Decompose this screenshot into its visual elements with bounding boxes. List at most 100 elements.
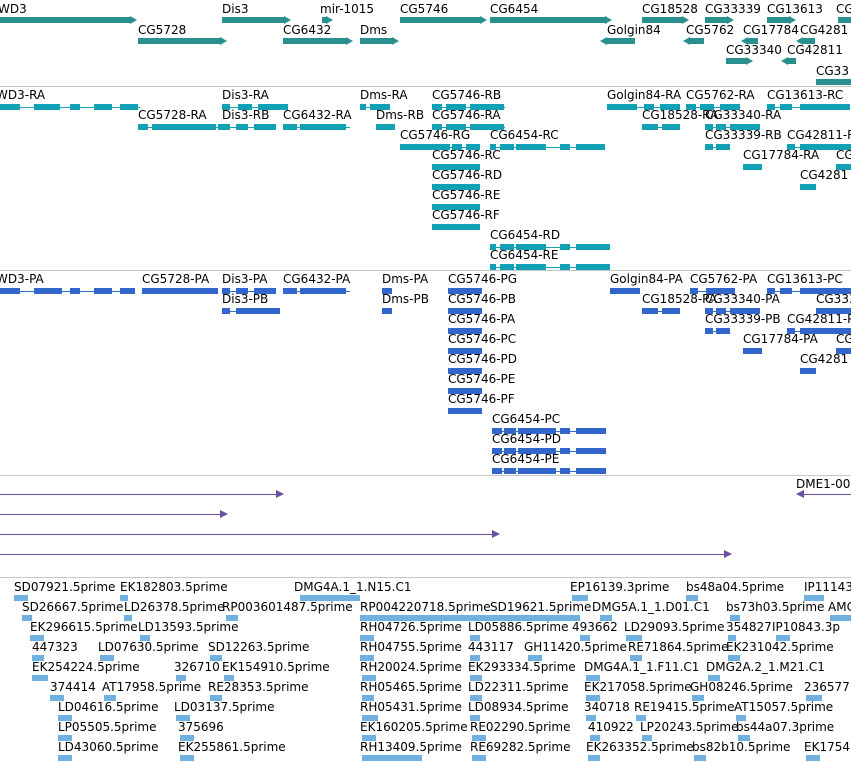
transcript-exon[interactable] <box>730 124 760 130</box>
gene-arrow-icon[interactable] <box>284 16 291 24</box>
est-label[interactable]: LD03137.5prime <box>174 700 275 714</box>
transcript-exon[interactable] <box>400 144 450 150</box>
protein-exon[interactable] <box>560 428 570 434</box>
gene-arrow-icon[interactable] <box>326 16 333 24</box>
est-label[interactable]: LD26378.5prime <box>124 600 225 614</box>
est-label[interactable]: EK217058.5prime <box>584 680 692 694</box>
protein-exon[interactable] <box>787 328 795 334</box>
protein-label[interactable]: CG33339-PB <box>705 312 781 326</box>
est-feature[interactable] <box>362 755 422 761</box>
gene-arrow-icon[interactable] <box>130 16 137 24</box>
est-label[interactable]: 375696 <box>178 720 224 734</box>
gene-bar[interactable] <box>642 17 682 23</box>
gene-arrow-icon[interactable] <box>796 37 803 45</box>
gene-arrow-icon[interactable] <box>683 37 690 45</box>
protein-exon[interactable] <box>767 288 775 294</box>
est-label[interactable]: AT17958.5prime <box>102 680 201 694</box>
protein-exon[interactable] <box>705 328 713 334</box>
protein-exon[interactable] <box>492 448 502 454</box>
gene-arrow-icon[interactable] <box>220 37 227 45</box>
transcript-exon[interactable] <box>490 244 496 250</box>
protein-exon[interactable] <box>504 468 516 474</box>
transcript-exon[interactable] <box>236 124 248 130</box>
protein-exon[interactable] <box>836 348 851 354</box>
est-feature[interactable] <box>210 695 222 701</box>
gene-bar[interactable] <box>767 17 789 23</box>
est-label[interactable]: RP004220718.5prime <box>360 600 491 614</box>
protein-label[interactable]: WD3-PA <box>0 272 44 286</box>
est-label[interactable]: 443117 <box>468 640 514 654</box>
est-label[interactable]: EK296615.5prime <box>30 620 138 634</box>
protein-exon[interactable] <box>690 288 698 294</box>
est-feature[interactable] <box>176 715 190 721</box>
transcript-exon[interactable] <box>576 144 605 150</box>
est-label[interactable]: SD07921.5prime <box>14 580 115 594</box>
transcript-exon[interactable] <box>644 104 654 110</box>
protein-label[interactable]: CG42811-P <box>787 312 851 326</box>
est-label[interactable]: EK1754 <box>804 740 850 754</box>
protein-label[interactable]: CG6454-PC <box>492 412 560 426</box>
est-feature[interactable] <box>600 615 612 621</box>
protein-exon[interactable] <box>448 368 482 374</box>
transcript-exon[interactable] <box>446 104 466 110</box>
transcript-label[interactable]: CG6454-RD <box>490 228 560 242</box>
protein-exon[interactable] <box>236 308 280 314</box>
gene-arrow-icon[interactable] <box>741 37 748 45</box>
gene-bar[interactable] <box>838 17 851 23</box>
protein-exon[interactable] <box>706 288 735 294</box>
transcript-exon[interactable] <box>432 104 442 110</box>
gene-arrow-icon[interactable] <box>600 37 607 45</box>
transcript-exon[interactable] <box>120 104 138 110</box>
protein-exon[interactable] <box>800 328 851 334</box>
protein-label[interactable]: CG6454-PE <box>492 452 559 466</box>
protein-exon[interactable] <box>518 428 556 434</box>
est-feature[interactable] <box>58 755 72 761</box>
est-label[interactable]: GH08246.5prime <box>690 680 793 694</box>
gene-arrow-icon[interactable] <box>682 16 689 24</box>
transcript-label[interactable]: CG42811-R <box>787 128 851 142</box>
protein-exon[interactable] <box>0 288 20 294</box>
est-label[interactable]: bs44a07.3prime <box>736 720 834 734</box>
est-feature[interactable] <box>176 675 186 681</box>
est-feature[interactable] <box>360 635 374 641</box>
transcript-exon[interactable] <box>576 244 610 250</box>
est-label[interactable]: RH05431.5prime <box>360 700 462 714</box>
protein-exon[interactable] <box>816 308 851 314</box>
transcript-label[interactable]: CG6454-RE <box>490 248 558 262</box>
est-label[interactable]: GH11420.5prime <box>524 640 627 654</box>
gene-arrow-icon[interactable] <box>746 57 753 65</box>
gene-label[interactable]: CG33339 <box>705 2 761 16</box>
est-label[interactable]: EK160205.5prime <box>360 720 468 734</box>
est-label[interactable]: 354827 <box>726 620 772 634</box>
est-feature[interactable] <box>590 735 600 741</box>
est-label[interactable]: EK154910.5prime <box>222 660 330 674</box>
protein-label[interactable]: CG5746-PF <box>448 392 515 406</box>
transcript-label[interactable]: CG33340-RA <box>705 108 781 122</box>
protein-label[interactable]: CG5746-PC <box>448 332 516 346</box>
protein-exon[interactable] <box>70 288 80 294</box>
transcript-label[interactable]: Dis3-RA <box>222 88 269 102</box>
protein-exon[interactable] <box>743 348 762 354</box>
transcript-label[interactable]: CG5728-RA <box>138 108 207 122</box>
alignment-arrow-icon[interactable] <box>724 550 732 558</box>
est-label[interactable]: 340718 <box>584 700 630 714</box>
transcript-exon[interactable] <box>705 124 713 130</box>
gene-label[interactable]: CG5762 <box>686 23 734 37</box>
est-label[interactable]: AT15057.5prime <box>734 700 833 714</box>
transcript-label[interactable]: CG5746-RD <box>432 168 502 182</box>
est-feature[interactable] <box>58 735 72 741</box>
protein-exon[interactable] <box>560 448 570 454</box>
protein-exon[interactable] <box>518 468 556 474</box>
est-label[interactable]: RE02290.5prime <box>470 720 571 734</box>
transcript-exon[interactable] <box>470 104 504 110</box>
est-label[interactable]: 410922 <box>588 720 634 734</box>
est-feature[interactable] <box>692 695 704 701</box>
est-feature[interactable] <box>736 715 746 721</box>
transcript-exon[interactable] <box>780 104 792 110</box>
gene-label[interactable]: CG5728 <box>138 23 186 37</box>
transcript-exon[interactable] <box>705 144 713 150</box>
protein-label[interactable]: CG6454-PD <box>492 432 561 446</box>
protein-label[interactable]: CG6432-PA <box>283 272 350 286</box>
gene-bar[interactable] <box>748 38 758 44</box>
protein-exon[interactable] <box>560 468 570 474</box>
